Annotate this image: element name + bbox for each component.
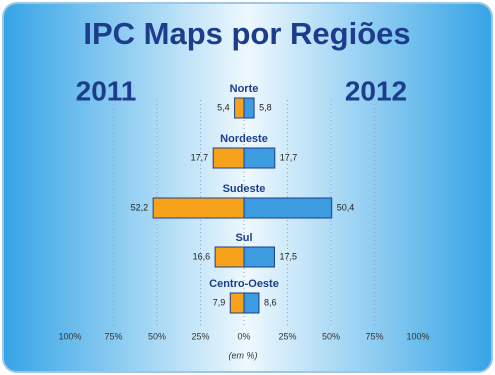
bar — [214, 246, 245, 268]
value-label: 7,9 — [213, 297, 226, 307]
x-tick-label: 100% — [406, 331, 429, 341]
legend-right: 2012 — [345, 75, 407, 106]
value-label: 8,6 — [264, 297, 277, 307]
x-tick-label: 75% — [104, 331, 122, 341]
value-label: 5,4 — [217, 102, 230, 112]
value-label: 52,2 — [131, 202, 149, 212]
category-label: Sudeste — [223, 183, 266, 195]
x-axis-label: (em %) — [229, 350, 258, 360]
x-tick-label: 50% — [148, 331, 166, 341]
x-tick-label: 25% — [278, 331, 296, 341]
x-tick-label: 0% — [237, 331, 250, 341]
x-tick-label: 50% — [322, 331, 340, 341]
value-label: 16,6 — [193, 251, 211, 261]
bar — [243, 292, 260, 314]
value-label: 5,8 — [259, 102, 272, 112]
bar — [212, 147, 245, 169]
chart-title: IPC Maps por Regiões — [83, 16, 410, 51]
category-label: Sul — [235, 232, 252, 244]
x-tick-label: 75% — [365, 331, 383, 341]
category-label: Nordeste — [220, 133, 268, 145]
value-label: 17,7 — [191, 152, 209, 162]
value-label: 50,4 — [337, 202, 355, 212]
value-label: 17,7 — [280, 152, 298, 162]
bar — [243, 197, 333, 219]
bar — [243, 246, 275, 268]
bar — [152, 197, 245, 219]
x-tick-label: 25% — [191, 331, 209, 341]
x-tick-label: 100% — [58, 331, 81, 341]
category-label: Centro-Oeste — [209, 278, 279, 290]
bar — [229, 292, 245, 314]
bar — [243, 97, 255, 119]
category-label: Norte — [230, 83, 259, 95]
bar — [234, 97, 245, 119]
bar — [243, 147, 276, 169]
legend-left: 2011 — [76, 75, 137, 106]
value-label: 17,5 — [279, 251, 297, 261]
